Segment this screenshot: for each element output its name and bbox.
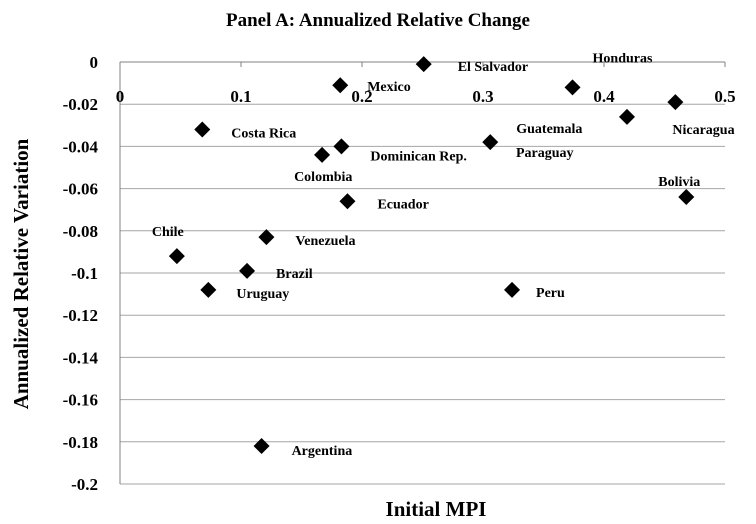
y-tick-label: -0.1: [71, 264, 98, 283]
point-label: Mexico: [367, 80, 411, 95]
point-label: Paraguay: [516, 146, 574, 161]
point-label: Honduras: [593, 51, 653, 66]
point-label: Venezuela: [295, 234, 355, 249]
y-tick-label: -0.08: [63, 222, 98, 241]
y-axis-label: Annualized Relative Variation: [9, 138, 33, 409]
point-label: Brazil: [276, 267, 313, 282]
point-label: Argentina: [292, 444, 353, 459]
x-axis-label: Initial MPI: [386, 497, 487, 521]
point-label: Uruguay: [236, 287, 289, 302]
y-tick-label: -0.02: [63, 95, 98, 114]
point-label: Bolivia: [658, 175, 700, 190]
point: [239, 262, 256, 279]
y-tick-label: -0.2: [71, 475, 98, 494]
point-label: Guatemala: [516, 122, 582, 137]
point: [333, 138, 350, 155]
point: [194, 121, 211, 138]
point: [618, 108, 635, 125]
y-tick-label: -0.04: [63, 137, 99, 156]
y-tick-label: -0.06: [63, 180, 98, 199]
point-label: Nicaragua: [672, 123, 734, 138]
x-tick-label: 0.3: [472, 87, 493, 106]
point-label: Costa Rica: [231, 127, 296, 142]
y-tick-label: -0.16: [63, 391, 98, 410]
point-label: El Salvador: [458, 60, 528, 75]
point-label: Colombia: [294, 170, 352, 185]
y-tick-label: 0: [90, 53, 99, 72]
point-label: Peru: [536, 286, 565, 301]
x-tick-label: 0.4: [593, 87, 615, 106]
point: [339, 193, 356, 210]
point: [564, 79, 581, 96]
point: [482, 134, 499, 151]
y-tick-label: -0.14: [63, 348, 99, 367]
x-tick-label: 0.2: [351, 87, 372, 106]
point: [314, 146, 331, 163]
point: [253, 438, 270, 455]
y-tick-label: -0.18: [63, 433, 98, 452]
point-label: Ecuador: [377, 197, 428, 212]
point-label: Dominican Rep.: [370, 149, 466, 164]
point: [415, 56, 432, 73]
point: [200, 281, 217, 298]
x-tick-label: 0.5: [714, 87, 735, 106]
point: [678, 189, 695, 206]
x-tick-label: 0: [116, 87, 125, 106]
x-tick-label: 0.1: [230, 87, 251, 106]
point: [258, 229, 275, 246]
point: [168, 248, 185, 265]
point: [504, 281, 521, 298]
point: [667, 94, 684, 111]
point-label: Chile: [152, 225, 184, 240]
point: [332, 77, 349, 94]
chart-title: Panel A: Annualized Relative Change: [226, 10, 530, 31]
y-tick-label: -0.12: [63, 306, 98, 325]
